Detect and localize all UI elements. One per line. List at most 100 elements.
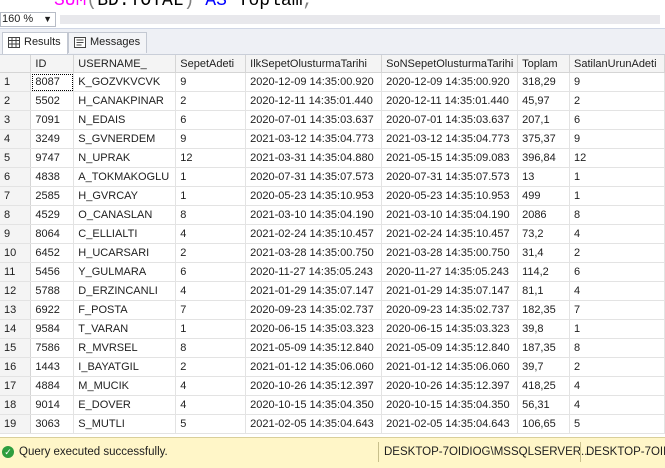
table-cell[interactable]: 2020-09-23 14:35:02.737	[245, 300, 383, 320]
row-number[interactable]: 1	[0, 72, 32, 92]
table-cell[interactable]: 2021-02-24 14:35:10.457	[245, 224, 383, 244]
table-cell[interactable]: 2020-12-11 14:35:01.440	[381, 91, 519, 111]
table-cell[interactable]: S_GVNERDEM	[73, 129, 177, 149]
table-cell[interactable]: 207,1	[517, 110, 570, 130]
table-cell[interactable]: 2585	[30, 186, 75, 206]
table-cell[interactable]: 4	[569, 376, 665, 396]
table-cell[interactable]: 6452	[30, 243, 75, 263]
row-number[interactable]: 4	[0, 129, 32, 149]
table-row[interactable]: 18 9014 E_DOVER 4 2020-10-15 14:35:04.350 202…	[0, 395, 665, 415]
table-cell[interactable]: 318,29	[517, 72, 570, 92]
row-number[interactable]: 11	[0, 262, 32, 282]
table-cell[interactable]: 2020-10-26 14:35:12.397	[381, 376, 519, 396]
table-cell[interactable]: 8	[175, 205, 247, 225]
table-cell[interactable]: N_EDAIS	[73, 110, 177, 130]
table-cell[interactable]: 6	[175, 110, 247, 130]
table-cell[interactable]: 2	[569, 91, 665, 111]
table-cell[interactable]: 56,31	[517, 395, 570, 415]
row-number[interactable]: 16	[0, 357, 32, 377]
column-header[interactable]: ID	[30, 55, 75, 73]
table-cell[interactable]: 5456	[30, 262, 75, 282]
table-cell[interactable]: 5	[175, 414, 247, 434]
table-cell[interactable]: 2020-11-27 14:35:05.243	[381, 262, 519, 282]
table-cell[interactable]: I_BAYATGIL	[73, 357, 177, 377]
table-cell[interactable]: 4	[569, 224, 665, 244]
table-cell[interactable]: 2086	[517, 205, 570, 225]
table-cell[interactable]: 2021-02-05 14:35:04.643	[381, 414, 519, 434]
table-cell[interactable]: E_DOVER	[73, 395, 177, 415]
table-cell[interactable]: 2020-07-01 14:35:03.637	[245, 110, 383, 130]
table-cell[interactable]: 2021-02-24 14:35:10.457	[381, 224, 519, 244]
table-cell[interactable]: 4838	[30, 167, 75, 187]
table-cell[interactable]: 2021-02-05 14:35:04.643	[245, 414, 383, 434]
table-cell[interactable]: 5	[569, 414, 665, 434]
table-cell[interactable]: 2020-05-23 14:35:10.953	[381, 186, 519, 206]
table-cell[interactable]: 2	[569, 357, 665, 377]
table-cell[interactable]: R_MVRSEL	[73, 338, 177, 358]
table-cell[interactable]: 1	[569, 186, 665, 206]
row-number[interactable]: 3	[0, 110, 32, 130]
table-row[interactable]: 8 4529 O_CANASLAN 8 2021-03-10 14:35:04.190 2…	[0, 205, 665, 225]
table-cell[interactable]: 1443	[30, 357, 75, 377]
results-grid[interactable]: ID USERNAME_ SepetAdeti IlkSepetOlusturm…	[0, 55, 665, 435]
table-cell[interactable]: 4	[569, 281, 665, 301]
table-cell[interactable]: C_ELLIALTI	[73, 224, 177, 244]
table-row[interactable]: 14 9584 T_VARAN 1 2020-06-15 14:35:03.323 202…	[0, 319, 665, 339]
table-cell[interactable]: 2	[175, 243, 247, 263]
table-cell[interactable]: M_MUCIK	[73, 376, 177, 396]
row-number[interactable]: 6	[0, 167, 32, 187]
table-cell[interactable]: 2020-10-26 14:35:12.397	[245, 376, 383, 396]
table-cell[interactable]: F_POSTA	[73, 300, 177, 320]
table-cell[interactable]: 499	[517, 186, 570, 206]
table-cell[interactable]: S_MUTLI	[73, 414, 177, 434]
table-cell[interactable]: 6922	[30, 300, 75, 320]
table-cell[interactable]: 7091	[30, 110, 75, 130]
table-row[interactable]: 3 7091 N_EDAIS 6 2020-07-01 14:35:03.637 2020…	[0, 110, 665, 130]
table-cell[interactable]: 4	[175, 224, 247, 244]
row-number[interactable]: 7	[0, 186, 32, 206]
table-row[interactable]: 19 3063 S_MUTLI 5 2021-02-05 14:35:04.643 202…	[0, 414, 665, 434]
table-cell[interactable]: 2	[175, 357, 247, 377]
table-row[interactable]: 5 9747 N_UPRAK 12 2021-03-31 14:35:04.880 202…	[0, 148, 665, 168]
table-cell[interactable]: 2020-05-23 14:35:10.953	[245, 186, 383, 206]
table-cell[interactable]: O_CANASLAN	[73, 205, 177, 225]
table-cell[interactable]: 31,4	[517, 243, 570, 263]
row-number[interactable]: 13	[0, 300, 32, 320]
table-cell[interactable]: 2021-01-29 14:35:07.147	[381, 281, 519, 301]
table-cell[interactable]: 1	[175, 186, 247, 206]
row-number[interactable]: 9	[0, 224, 32, 244]
column-header[interactable]: SoNSepetOlusturmaTarihi	[381, 55, 519, 73]
table-cell[interactable]: 7	[175, 300, 247, 320]
table-row[interactable]: 1 8087 K_GOZVKVCVK 9 2020-12-09 14:35:00.920…	[0, 72, 665, 92]
table-cell[interactable]: K_GOZVKVCVK	[73, 72, 177, 92]
table-cell[interactable]: 2021-03-12 14:35:04.773	[245, 129, 383, 149]
table-cell[interactable]: 4	[175, 376, 247, 396]
table-cell[interactable]: 106,65	[517, 414, 570, 434]
table-row[interactable]: 10 6452 H_UCARSARI 2 2021-03-28 14:35:00.750…	[0, 243, 665, 263]
table-cell[interactable]: 187,35	[517, 338, 570, 358]
row-number[interactable]: 2	[0, 91, 32, 111]
row-number[interactable]: 18	[0, 395, 32, 415]
table-cell[interactable]: 7586	[30, 338, 75, 358]
table-cell[interactable]: 9	[175, 72, 247, 92]
table-cell[interactable]: 182,35	[517, 300, 570, 320]
table-cell[interactable]: 418,25	[517, 376, 570, 396]
row-number[interactable]: 19	[0, 414, 32, 434]
column-header[interactable]: Toplam	[517, 55, 570, 73]
row-number[interactable]: 15	[0, 338, 32, 358]
table-cell[interactable]: 6	[569, 110, 665, 130]
table-cell[interactable]: H_GVRCAY	[73, 186, 177, 206]
table-cell[interactable]: 2021-01-29 14:35:07.147	[245, 281, 383, 301]
table-cell[interactable]: 5502	[30, 91, 75, 111]
table-cell[interactable]: 8087	[30, 72, 75, 92]
table-cell[interactable]: 12	[175, 148, 247, 168]
table-cell[interactable]: 2020-12-09 14:35:00.920	[245, 72, 383, 92]
table-cell[interactable]: 9014	[30, 395, 75, 415]
sql-code-line[interactable]: SUM(BD.TOTAL) AS Toplam,	[54, 0, 313, 11]
table-cell[interactable]: 3249	[30, 129, 75, 149]
row-number[interactable]: 12	[0, 281, 32, 301]
table-cell[interactable]: 2021-05-09 14:35:12.840	[381, 338, 519, 358]
grid-corner[interactable]	[0, 55, 32, 73]
row-number[interactable]: 5	[0, 148, 32, 168]
table-cell[interactable]: 6	[175, 262, 247, 282]
